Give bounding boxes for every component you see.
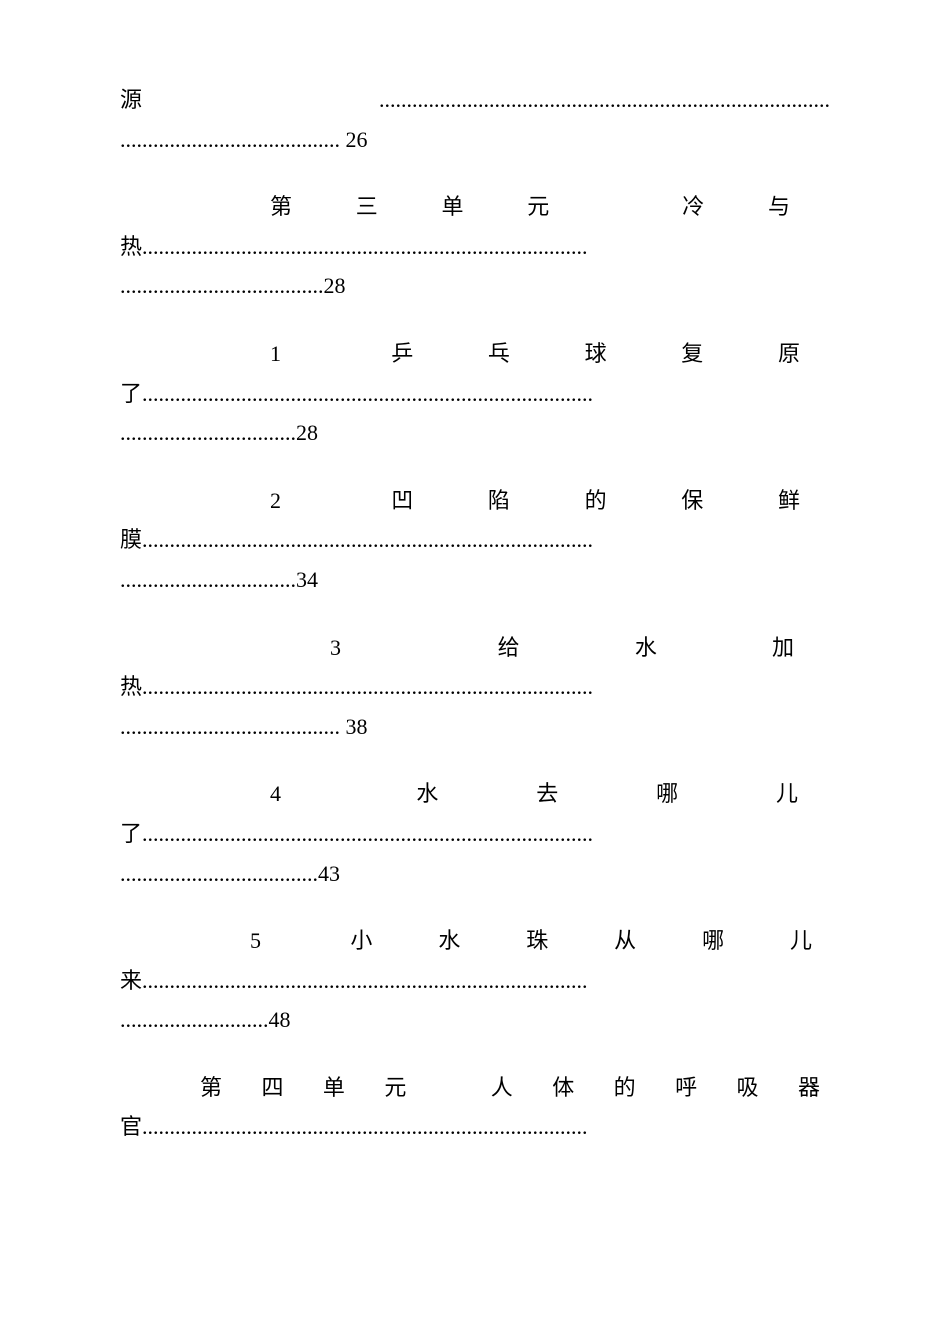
toc-entry: 2 凹陷的保鲜膜................................… [120, 481, 830, 600]
toc-leader-dots: ........................................… [142, 821, 593, 846]
toc-continuation-line: ........................................… [120, 120, 830, 160]
toc-continuation-char: 膜 [120, 527, 142, 552]
toc-title-text: 5 小水珠从哪儿 [250, 928, 830, 953]
toc-title-line: 源.......................................… [120, 80, 830, 120]
table-of-contents: 源.......................................… [120, 80, 830, 1147]
toc-leader-dots: ................................ [120, 567, 296, 592]
toc-leader-dots: ........................................ [120, 714, 340, 739]
toc-leader-dots: ........................................… [379, 87, 830, 112]
toc-title-text: 第四单元 人体的呼吸器 [200, 1075, 830, 1100]
toc-continuation-line: 膜.......................................… [120, 520, 830, 560]
toc-title-text: 第三单元 冷与 [270, 194, 830, 219]
toc-title-line: 第三单元 冷与 [120, 187, 830, 227]
toc-title-text: 4 水去哪儿 [270, 781, 830, 806]
toc-entry: 3 给水加热..................................… [120, 628, 830, 747]
toc-continuation-line: 官.......................................… [120, 1107, 830, 1147]
toc-title-line: 5 小水珠从哪儿 [120, 921, 830, 961]
toc-entry: 1 乒乓球复原了................................… [120, 334, 830, 453]
toc-continuation-line: 来.......................................… [120, 961, 830, 1001]
toc-leader-dots: ........................................… [142, 968, 588, 993]
toc-page-number: 34 [296, 567, 318, 592]
toc-title-line: 2 凹陷的保鲜 [120, 481, 830, 521]
toc-title-line: 第四单元 人体的呼吸器 [120, 1068, 830, 1108]
toc-title-text: 2 凹陷的保鲜 [270, 488, 830, 513]
toc-entry: 5 小水珠从哪儿来...............................… [120, 921, 830, 1040]
toc-page-line: .....................................28 [120, 266, 830, 306]
toc-page-line: ....................................43 [120, 854, 830, 894]
toc-leader-dots: ........................................… [142, 1114, 588, 1139]
toc-leader-dots: ........................................… [142, 234, 588, 259]
toc-page-number: 38 [340, 714, 368, 739]
toc-page-line: ...........................48 [120, 1000, 830, 1040]
toc-leader-dots: ........................................… [142, 381, 593, 406]
toc-title-text: 1 乒乓球复原 [270, 341, 830, 366]
toc-leader-dots: .................................... [120, 861, 318, 886]
toc-page-line: ................................34 [120, 560, 830, 600]
toc-entry: 第四单元 人体的呼吸器官............................… [120, 1068, 830, 1147]
toc-entry: 第三单元 冷与热................................… [120, 187, 830, 306]
toc-page-number: 28 [296, 420, 318, 445]
toc-page-number: 28 [324, 273, 346, 298]
toc-continuation-char: 热 [120, 234, 142, 259]
toc-entry: 4 水去哪儿了.................................… [120, 774, 830, 893]
toc-page-number: 48 [269, 1007, 291, 1032]
toc-page-line: ................................28 [120, 413, 830, 453]
toc-title-line: 4 水去哪儿 [120, 774, 830, 814]
toc-continuation-char: 来 [120, 968, 142, 993]
toc-title-text: 3 给水加 [330, 635, 830, 660]
toc-continuation-line: 了.......................................… [120, 814, 830, 854]
toc-continuation-line: 热.......................................… [120, 227, 830, 267]
toc-title-text: 源 [120, 87, 379, 112]
toc-title-line: 1 乒乓球复原 [120, 334, 830, 374]
toc-leader-dots: ........................................… [142, 674, 593, 699]
toc-continuation-char: 热 [120, 674, 142, 699]
toc-continuation-char: 了 [120, 821, 142, 846]
toc-page-number: 43 [318, 861, 340, 886]
toc-entry: 源.......................................… [120, 80, 830, 159]
toc-title-line: 3 给水加 [120, 628, 830, 668]
toc-leader-dots: ........................................… [142, 527, 593, 552]
toc-continuation-line: 了.......................................… [120, 374, 830, 414]
toc-continuation-char: 官 [120, 1114, 142, 1139]
toc-page-line: ........................................… [120, 707, 830, 747]
toc-leader-dots: ........................... [120, 1007, 269, 1032]
toc-continuation-line: 热.......................................… [120, 667, 830, 707]
toc-continuation-char: 了 [120, 381, 142, 406]
toc-leader-dots: ..................................... [120, 273, 324, 298]
toc-page-number: 26 [340, 127, 368, 152]
toc-leader-dots: ................................ [120, 420, 296, 445]
toc-leader-dots: ........................................ [120, 127, 340, 152]
